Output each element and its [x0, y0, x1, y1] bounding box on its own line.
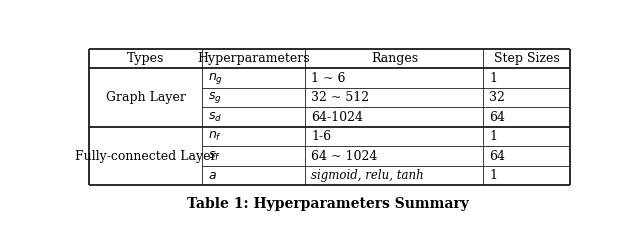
Text: 1: 1 [489, 130, 497, 143]
Text: Fully-connected Layer: Fully-connected Layer [75, 150, 216, 163]
Text: $s_g$: $s_g$ [208, 90, 221, 105]
Text: 64: 64 [489, 150, 505, 163]
Text: 1: 1 [489, 72, 497, 85]
Text: $a$: $a$ [208, 169, 216, 182]
Text: $s_d$: $s_d$ [208, 111, 222, 124]
Text: 64-1024: 64-1024 [311, 111, 364, 124]
Text: 64: 64 [489, 111, 505, 124]
Text: Graph Layer: Graph Layer [106, 91, 186, 104]
Text: $n_f$: $n_f$ [208, 130, 222, 143]
Text: 1-6: 1-6 [311, 130, 332, 143]
Text: sigmoid, relu, tanh: sigmoid, relu, tanh [311, 169, 424, 182]
Text: 1: 1 [489, 169, 497, 182]
Text: Hyperparameters: Hyperparameters [197, 52, 310, 65]
Text: Types: Types [127, 52, 164, 65]
Text: $s_f$: $s_f$ [208, 150, 220, 163]
Text: Step Sizes: Step Sizes [494, 52, 559, 65]
Text: 32: 32 [489, 91, 505, 104]
Text: Table 1: Hyperparameters Summary: Table 1: Hyperparameters Summary [187, 197, 469, 211]
Text: $n_g$: $n_g$ [208, 70, 223, 86]
Text: 1 ~ 6: 1 ~ 6 [311, 72, 346, 85]
Text: Ranges: Ranges [371, 52, 418, 65]
Text: 64 ~ 1024: 64 ~ 1024 [311, 150, 378, 163]
Text: 32 ~ 512: 32 ~ 512 [311, 91, 369, 104]
